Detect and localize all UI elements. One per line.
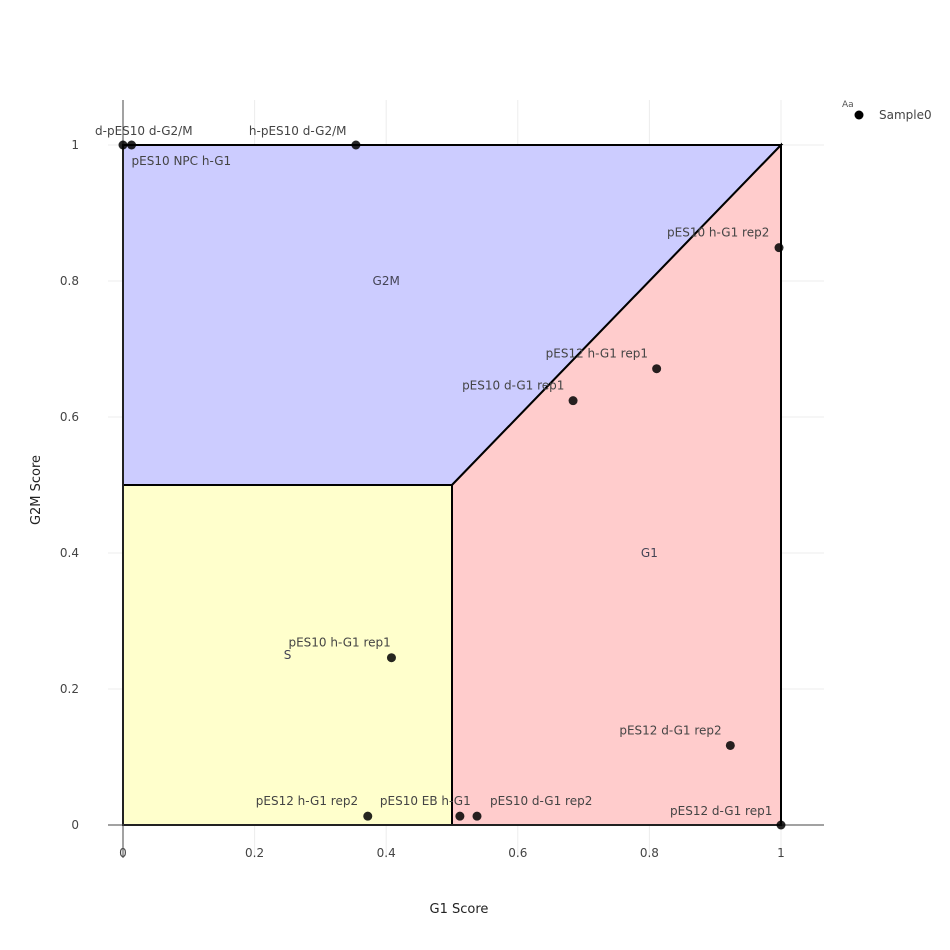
- data-point-label: pES10 h-G1 rep2: [667, 226, 769, 240]
- data-point[interactable]: [774, 243, 784, 253]
- data-point[interactable]: [363, 811, 373, 821]
- data-point-label: d-pES10 d-G2/M: [95, 124, 193, 138]
- data-point[interactable]: [386, 653, 396, 663]
- y-tick-label: 0: [71, 818, 79, 832]
- legend[interactable]: Aa Sample0: [842, 100, 932, 122]
- y-tick-label: 1: [71, 138, 79, 152]
- data-point-labels: d-pES10 d-G2/M pES10 NPC h-G1 h-pES10 d-G2…: [95, 124, 772, 818]
- legend-entry-label[interactable]: Sample0: [879, 108, 932, 122]
- data-point-label: pES10 h-G1 rep1: [288, 636, 390, 650]
- y-tick-label: 0.8: [60, 274, 79, 288]
- data-point[interactable]: [472, 811, 482, 821]
- axes: 0 0.2 0.4 0.6 0.8 1 0 0.2 0.4 0.6 0.8 1: [60, 100, 824, 860]
- data-point-label: h-pES10 d-G2/M: [249, 124, 347, 138]
- y-tick-label: 0.2: [60, 682, 79, 696]
- x-tick-label: 0.2: [245, 846, 264, 860]
- region-label-g2m: G2M: [373, 274, 400, 288]
- data-point-label: pES12 d-G1 rep1: [670, 804, 772, 818]
- x-axis-title: G1 Score: [430, 902, 489, 917]
- region-label-s: S: [284, 648, 292, 662]
- data-point[interactable]: [351, 140, 361, 150]
- data-point-label: pES12 h-G1 rep2: [256, 794, 358, 808]
- data-points: [118, 140, 786, 830]
- data-point[interactable]: [455, 811, 465, 821]
- phase-regions: [122, 142, 784, 826]
- data-point[interactable]: [725, 740, 735, 750]
- data-point[interactable]: [127, 140, 137, 150]
- data-point-label: pES10 d-G1 rep2: [490, 794, 592, 808]
- legend-marker[interactable]: [854, 110, 864, 120]
- data-point-label: pES12 d-G1 rep2: [619, 723, 721, 737]
- data-point-label: pES12 h-G1 rep1: [546, 347, 648, 361]
- y-tick-label: 0.4: [60, 546, 79, 560]
- y-tick-label: 0.6: [60, 410, 79, 424]
- phase-region-labels: G2M S G1: [284, 274, 658, 662]
- x-tick-label: 0.6: [508, 846, 527, 860]
- x-tick-label: 0: [119, 846, 127, 860]
- data-point[interactable]: [568, 396, 578, 406]
- x-tick-label: 0.4: [377, 846, 396, 860]
- data-point[interactable]: [118, 140, 128, 150]
- legend-symbol-text: Aa: [842, 100, 854, 110]
- x-tick-label: 0.8: [640, 846, 659, 860]
- data-point-label: pES10 EB h-G1: [380, 794, 471, 808]
- data-point-label: pES10 NPC h-G1: [132, 154, 232, 168]
- data-point[interactable]: [652, 364, 662, 374]
- data-point-label: pES10 d-G1 rep1: [462, 379, 564, 393]
- data-point[interactable]: [776, 820, 786, 830]
- x-tick-label: 1: [777, 846, 785, 860]
- region-label-g1: G1: [641, 546, 658, 560]
- y-axis-title: G2M Score: [29, 455, 44, 525]
